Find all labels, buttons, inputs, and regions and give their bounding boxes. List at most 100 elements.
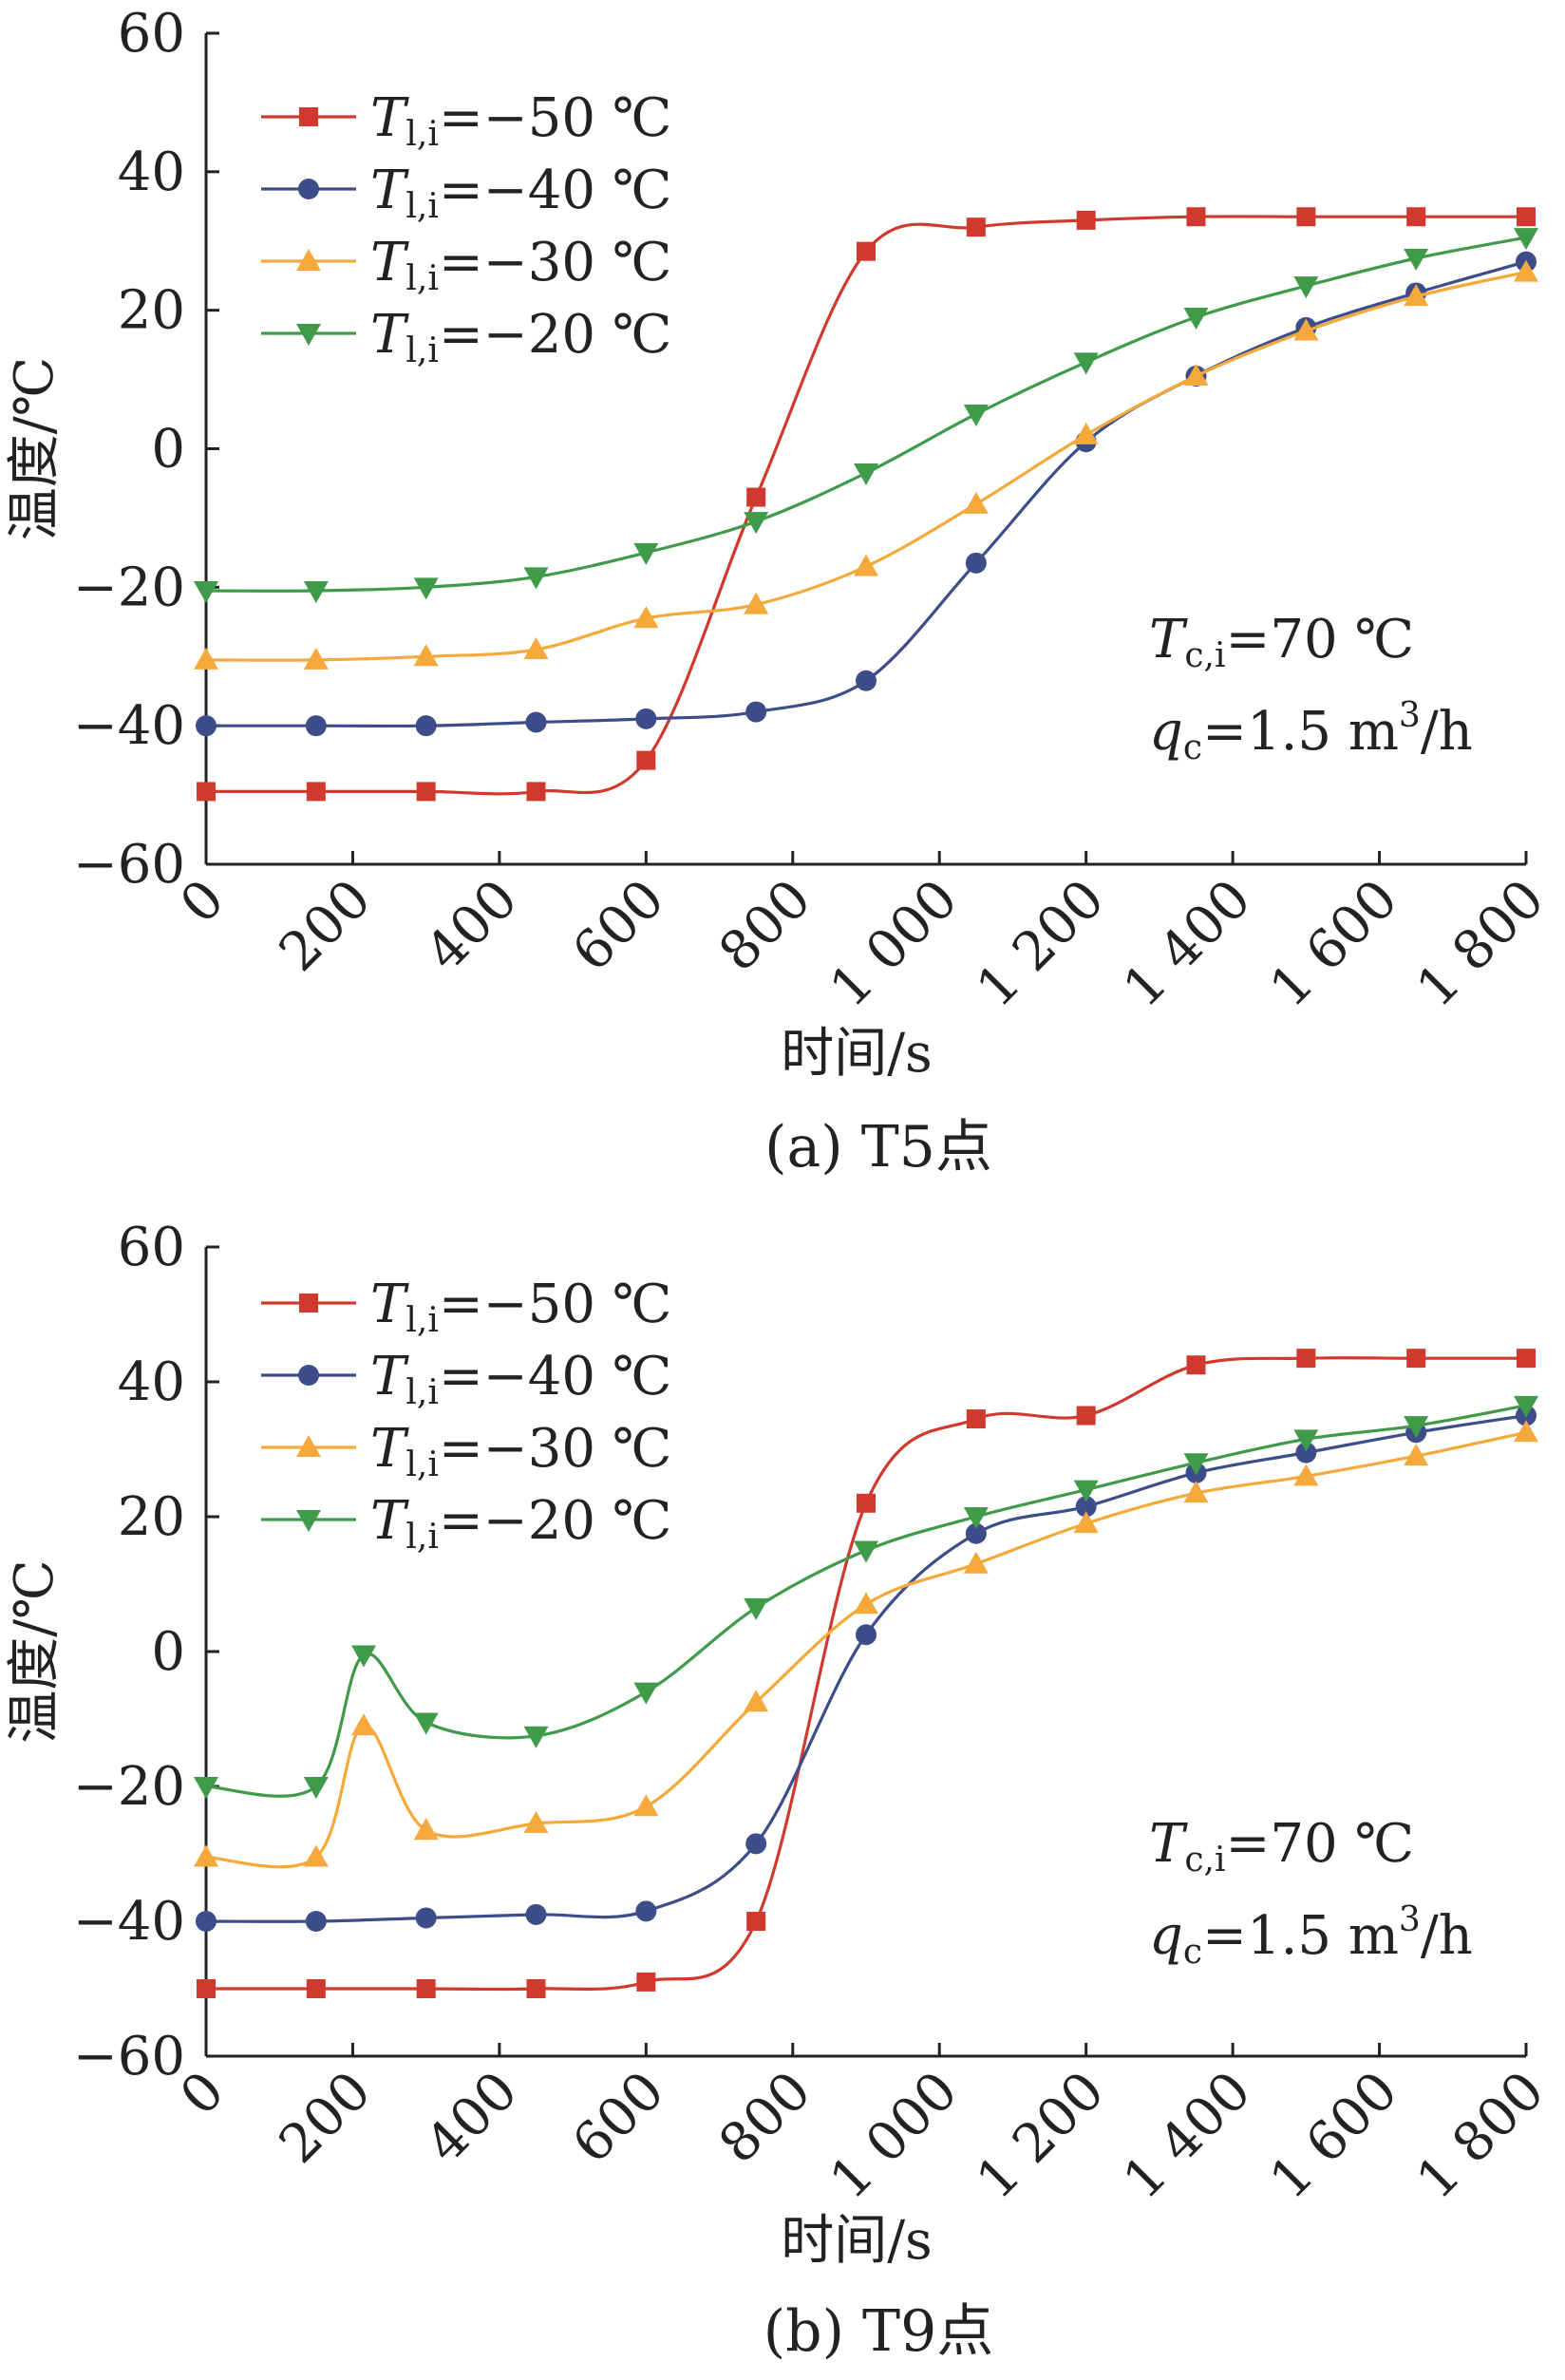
data-point [1514, 259, 1538, 282]
data-point [636, 750, 656, 770]
data-point [413, 1712, 439, 1735]
data-point [1073, 1511, 1099, 1534]
data-point [523, 636, 549, 659]
y-tick-label: 40 [118, 142, 185, 203]
legend-item: Tl,i=−30 ℃ [261, 1418, 671, 1484]
x-tick-label: 800 [707, 868, 823, 984]
data-point [857, 1493, 876, 1513]
x-tick-label: 1 600 [1258, 868, 1409, 1019]
data-point [526, 782, 546, 802]
panel-caption: (a) T5点 [764, 1114, 992, 1181]
data-point [1183, 307, 1209, 330]
annotation-text: Tc,i=70 ℃ [1149, 1813, 1414, 1879]
data-point [194, 580, 218, 603]
data-point [966, 217, 986, 237]
data-point [416, 782, 436, 802]
legend-label: Tl,i=−40 ℃ [370, 160, 671, 226]
legend-marker [298, 179, 319, 199]
data-point [196, 715, 217, 737]
data-point [1073, 352, 1099, 375]
data-point [415, 1907, 437, 1929]
data-point [854, 1592, 878, 1615]
data-point [1075, 1496, 1097, 1518]
data-point [305, 715, 327, 737]
data-point [965, 1522, 987, 1544]
y-tick-label: −40 [73, 695, 185, 757]
data-point [746, 487, 766, 507]
data-point [413, 577, 439, 600]
legend-item: Tl,i=−20 ℃ [261, 304, 671, 370]
series-2 [194, 1420, 1538, 1869]
x-tick-label: 1 200 [965, 2060, 1116, 2211]
data-point [303, 1844, 329, 1867]
x-tick-label: 1 200 [965, 868, 1116, 1019]
data-point [636, 1972, 656, 1992]
x-tick-label: 800 [707, 2060, 823, 2176]
data-point [1295, 1442, 1317, 1464]
x-tick-label: 1 000 [819, 868, 970, 1019]
data-point [965, 552, 987, 574]
data-point [1183, 363, 1209, 386]
data-point [966, 1409, 986, 1429]
data-point [1073, 1480, 1099, 1502]
data-point [963, 405, 989, 427]
data-point [633, 1794, 659, 1817]
data-point [854, 554, 878, 576]
data-point [413, 1818, 439, 1841]
series-2 [194, 259, 1538, 670]
data-point [1514, 228, 1538, 251]
data-point [1296, 207, 1316, 227]
legend-label: Tl,i=−30 ℃ [370, 1418, 671, 1484]
data-point [1404, 284, 1429, 307]
legend-item: Tl,i=−50 ℃ [261, 1274, 671, 1340]
y-tick-label: 0 [151, 419, 185, 481]
annotation-text: qc=1.5 m3/h [1149, 696, 1473, 767]
data-point [1514, 1395, 1538, 1418]
y-tick-label: −60 [73, 2026, 185, 2087]
y-axis-title: 温度/℃ [4, 357, 66, 541]
series-0 [197, 1349, 1536, 1998]
legend-marker [296, 324, 321, 346]
x-tick-label: 400 [414, 868, 530, 984]
data-point [1293, 1464, 1319, 1486]
data-point [194, 647, 218, 670]
x-tick-label: 1 000 [819, 2060, 970, 2211]
panel-caption: (b) T9点 [764, 2298, 994, 2365]
data-point [197, 1979, 216, 1998]
data-point [1186, 1355, 1206, 1375]
series-3 [194, 228, 1538, 603]
data-point [854, 463, 878, 486]
data-point [963, 491, 989, 514]
legend-marker [296, 249, 321, 271]
data-point [1404, 248, 1429, 271]
x-axis-title: 时间/s [781, 1023, 933, 1085]
data-point [413, 644, 439, 667]
data-point [744, 1690, 769, 1712]
legend-marker [299, 1294, 318, 1313]
data-point [196, 1911, 217, 1932]
data-point [1076, 210, 1096, 230]
legend-item: Tl,i=−30 ℃ [261, 232, 671, 298]
data-point [744, 592, 769, 614]
legend-marker [298, 1365, 319, 1386]
x-tick-label: 200 [268, 2060, 384, 2176]
legend-label: Tl,i=−20 ℃ [370, 304, 671, 370]
y-tick-label: 0 [151, 1621, 185, 1683]
annotation-text: qc=1.5 m3/h [1149, 1900, 1473, 1972]
y-tick-label: 60 [118, 3, 185, 65]
series-3 [194, 1395, 1538, 1799]
legend-marker [296, 1510, 321, 1532]
data-point [1514, 1420, 1538, 1443]
legend-label: Tl,i=−30 ℃ [370, 232, 671, 298]
series-1 [196, 1405, 1537, 1932]
series-line [206, 215, 1526, 796]
data-point [194, 1777, 218, 1799]
data-point [745, 701, 767, 723]
legend-label: Tl,i=−40 ℃ [370, 1346, 671, 1412]
y-tick-label: 20 [118, 1486, 185, 1548]
x-tick-label: 400 [414, 2060, 530, 2176]
legend-item: Tl,i=−40 ℃ [261, 1346, 671, 1412]
data-point [856, 670, 877, 691]
